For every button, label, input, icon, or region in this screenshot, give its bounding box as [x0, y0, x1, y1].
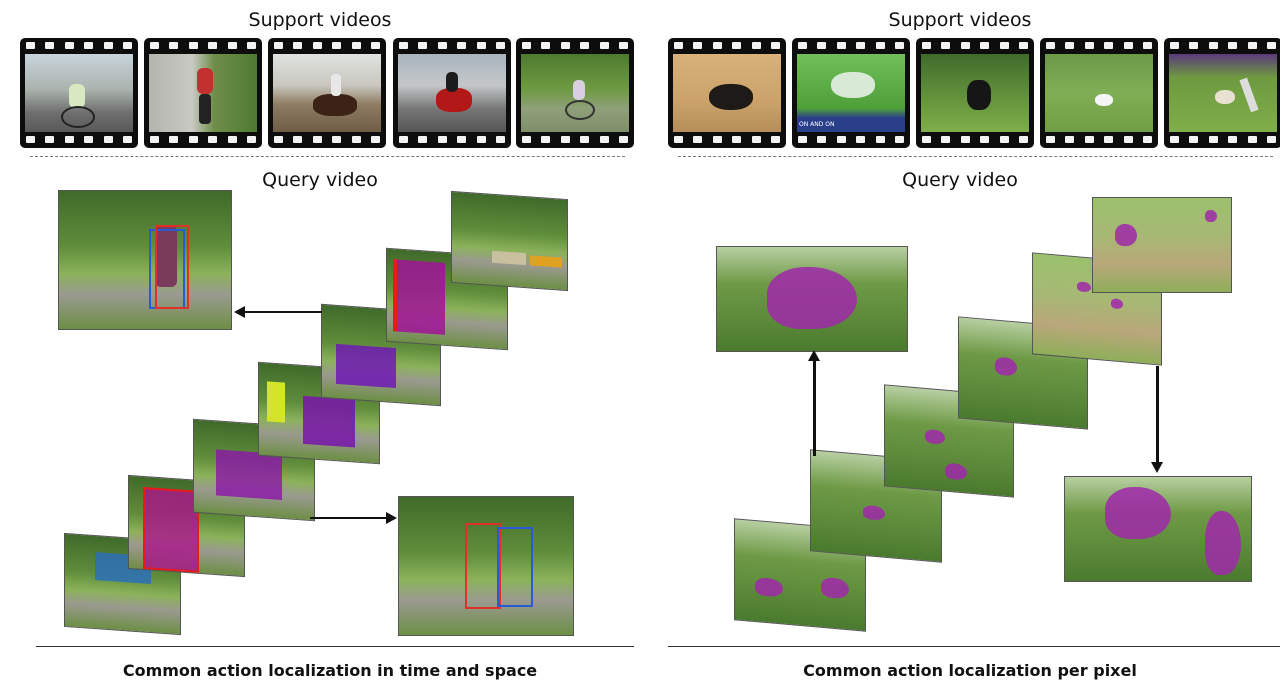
support-video-3 [268, 38, 386, 148]
support-videos-heading: Support videos [888, 9, 1032, 31]
segmentation-mask [1205, 511, 1241, 575]
right-caption: Common action localization per pixel [803, 661, 1137, 680]
left-caption: Common action localization in time and s… [122, 661, 538, 680]
zoomed-frame-top [716, 246, 908, 352]
left-panel: Support videos [20, 9, 634, 680]
segmentation-mask [767, 267, 857, 329]
separator-line [36, 646, 634, 647]
support-videos-heading: Support videos [248, 9, 392, 31]
arrow-up-to-zoom [813, 360, 816, 456]
support-video-1 [668, 38, 786, 148]
arrowhead-left [234, 306, 245, 318]
predicted-box [155, 225, 189, 309]
arrowhead-down [1151, 462, 1163, 473]
zoomed-frame-bottom [1064, 476, 1252, 582]
query-frame-6 [1092, 197, 1232, 293]
tv-banner: ON AND ON [799, 121, 835, 128]
right-panel: Support videos ON AND ON [640, 0, 1280, 682]
separator-dotted [678, 156, 1273, 157]
query-video-heading: Query video [262, 169, 378, 191]
support-video-1 [20, 38, 138, 148]
support-video-3 [916, 38, 1034, 148]
support-video-2: ON AND ON [792, 38, 910, 148]
zoomed-frame-bottom [398, 496, 574, 636]
support-video-2 [144, 38, 262, 148]
separator-line [668, 646, 1280, 647]
arrowhead-right [386, 512, 397, 524]
separator-dotted [30, 156, 625, 157]
query-frame-7 [451, 190, 568, 292]
support-video-5 [516, 38, 634, 148]
arrow-to-top-zoom [244, 311, 322, 313]
predicted-box [465, 523, 501, 609]
arrow-to-bottom-zoom [310, 517, 388, 519]
zoomed-frame-top [58, 190, 232, 330]
support-video-4 [1040, 38, 1158, 148]
support-video-4 [393, 38, 511, 148]
segmentation-mask [1105, 487, 1171, 539]
arrow-down-to-zoom [1156, 366, 1159, 462]
ground-truth-box [497, 527, 533, 607]
arrowhead-up [808, 350, 820, 361]
query-video-heading: Query video [902, 169, 1018, 191]
support-video-5 [1164, 38, 1280, 148]
